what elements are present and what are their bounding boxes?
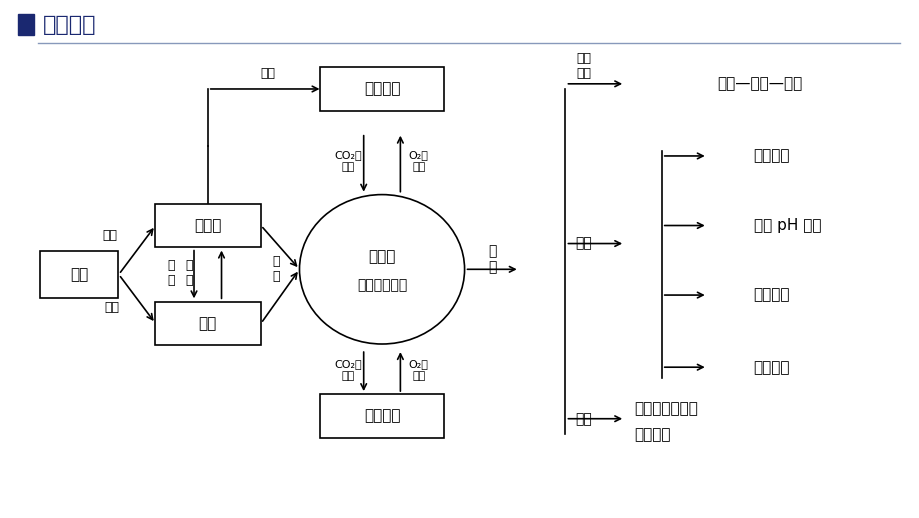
Bar [320,67,444,111]
Text: 血浆 pH 调节: 血浆 pH 调节 [753,218,820,233]
Text: 体温调节: 体温调节 [753,287,789,303]
Text: 稳
态: 稳 态 [487,244,495,274]
Text: 渗透: 渗透 [259,67,275,80]
Bar [17,15,34,35]
Text: 相
渗: 相 渗 [167,260,175,287]
Text: 细胞内液: 细胞内液 [363,81,400,96]
Text: 调节: 调节 [574,237,592,251]
Text: 必要条件: 必要条件 [633,427,670,442]
Text: 组
成: 组 成 [273,255,280,283]
Text: 回流: 回流 [104,301,119,314]
Text: O₂、
养料: O₂、 养料 [408,150,428,172]
Text: CO₂等
废物: CO₂等 废物 [334,359,361,381]
Text: 静悟提纲: 静悟提纲 [42,15,96,35]
Text: 调节
网络: 调节 网络 [575,52,591,80]
Text: 组织液: 组织液 [194,218,221,233]
Text: （细胞外液）: （细胞外液） [357,278,407,292]
Text: 水盐调节: 水盐调节 [753,149,789,164]
Bar [155,204,260,248]
Text: 外界环境: 外界环境 [363,409,400,424]
Text: 意义: 意义 [574,412,592,426]
Text: O₂、
养料: O₂、 养料 [408,359,428,381]
Text: CO₂等
废物: CO₂等 废物 [334,150,361,172]
Text: 血浆: 血浆 [199,316,217,331]
Text: 淋巴: 淋巴 [70,267,88,282]
Ellipse shape [300,195,464,344]
Text: 内环境: 内环境 [368,249,395,264]
Text: 进行生命活动的: 进行生命活动的 [633,401,698,416]
Bar [155,301,260,346]
Text: 互
透: 互 透 [186,260,193,287]
Bar [320,394,444,438]
Bar [40,251,119,298]
Text: 血糖调节: 血糖调节 [753,359,789,375]
Text: 神经—体液—免疫: 神经—体液—免疫 [716,76,801,91]
Text: 渗透: 渗透 [102,229,117,242]
